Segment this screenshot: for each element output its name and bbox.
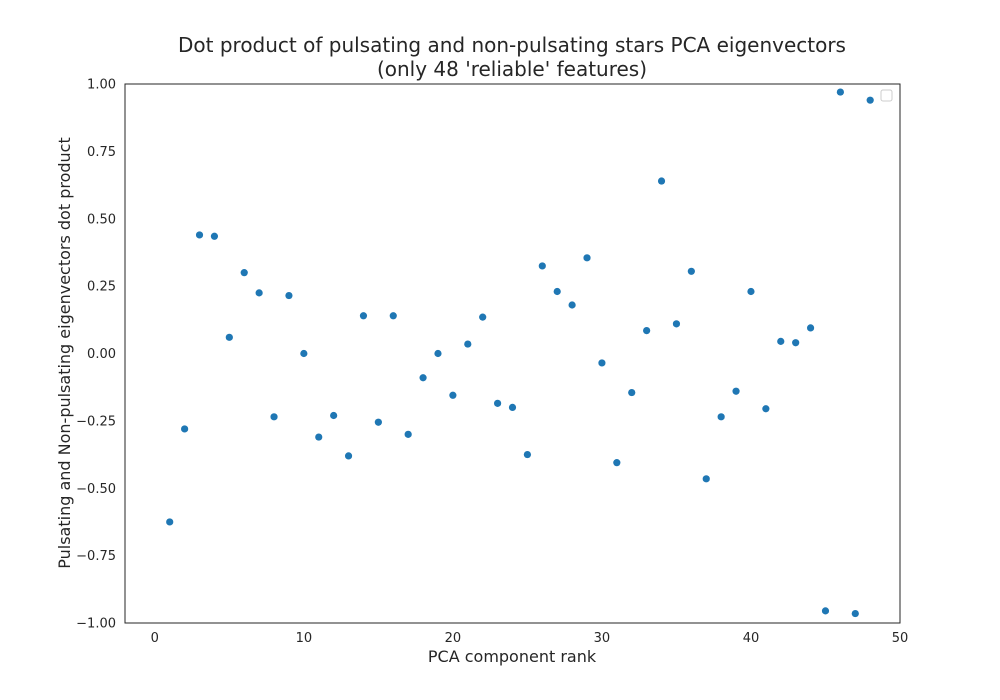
data-point	[866, 96, 874, 104]
data-points	[166, 88, 874, 618]
x-tick-label: 20	[445, 631, 462, 646]
x-axis: 0 10 20 30 40 50	[151, 631, 909, 646]
data-point	[374, 418, 382, 426]
data-point	[464, 340, 472, 348]
data-point	[255, 289, 263, 297]
data-point	[210, 232, 219, 240]
data-point	[404, 430, 412, 438]
y-tick-label: −1.00	[76, 617, 116, 632]
data-point	[449, 391, 457, 399]
data-point	[538, 262, 546, 270]
data-point	[508, 403, 517, 411]
data-point	[672, 320, 681, 328]
chart-title: Dot product of pulsating and non-pulsati…	[178, 33, 846, 57]
data-point	[419, 374, 427, 382]
y-tick-label: −0.75	[76, 549, 116, 564]
data-point	[762, 405, 770, 413]
y-tick-label: 0.75	[87, 145, 116, 160]
data-point	[285, 291, 293, 300]
y-tick-label: 0.50	[87, 212, 116, 227]
data-point	[568, 301, 576, 309]
data-point	[613, 459, 621, 467]
data-point	[166, 518, 174, 526]
data-point	[806, 324, 815, 332]
data-point	[523, 450, 532, 459]
data-point	[792, 339, 800, 347]
x-tick-label: 40	[743, 631, 760, 646]
data-point	[553, 287, 561, 296]
data-point	[225, 333, 233, 341]
data-point	[821, 607, 830, 615]
data-point	[479, 313, 487, 321]
x-tick-label: 10	[296, 631, 313, 646]
data-point	[195, 231, 204, 239]
plot-area	[124, 83, 901, 624]
x-tick-label: 50	[892, 631, 909, 646]
x-tick-label: 30	[594, 631, 611, 646]
data-point	[315, 433, 323, 441]
data-point	[643, 326, 651, 335]
x-axis-label: PCA component rank	[428, 647, 597, 666]
data-point	[300, 349, 308, 358]
data-point	[777, 337, 785, 345]
data-point	[747, 287, 755, 296]
data-point	[598, 359, 606, 367]
data-point	[493, 399, 502, 407]
x-tick-label: 0	[151, 631, 159, 646]
data-point	[851, 609, 859, 618]
y-tick-label: −0.50	[76, 482, 116, 497]
data-point	[732, 387, 740, 395]
data-point	[434, 349, 442, 358]
chart-subtitle: (only 48 'reliable' features)	[377, 57, 647, 81]
data-point	[240, 269, 248, 277]
y-tick-label: 1.00	[87, 78, 116, 93]
data-point	[344, 452, 353, 460]
data-point	[657, 177, 666, 185]
y-axis: −1.00 −0.75 −0.50 −0.25 0.00 0.25 0.50 0.75 1.00	[76, 78, 116, 632]
data-point	[330, 411, 338, 420]
data-point	[389, 312, 397, 320]
data-point	[628, 388, 636, 397]
legend-box	[880, 89, 893, 102]
data-point	[359, 312, 368, 320]
data-point	[717, 413, 725, 421]
data-point	[270, 413, 278, 421]
data-point	[687, 267, 695, 275]
y-tick-label: −0.25	[76, 414, 116, 429]
data-point	[702, 475, 710, 483]
y-tick-label: 0.25	[87, 280, 116, 295]
y-tick-label: 0.00	[87, 347, 116, 362]
data-point	[583, 254, 591, 262]
y-axis-label: Pulsating and Non-pulsating eigenvectors…	[55, 137, 74, 568]
data-point	[836, 88, 844, 96]
data-point	[181, 425, 189, 433]
